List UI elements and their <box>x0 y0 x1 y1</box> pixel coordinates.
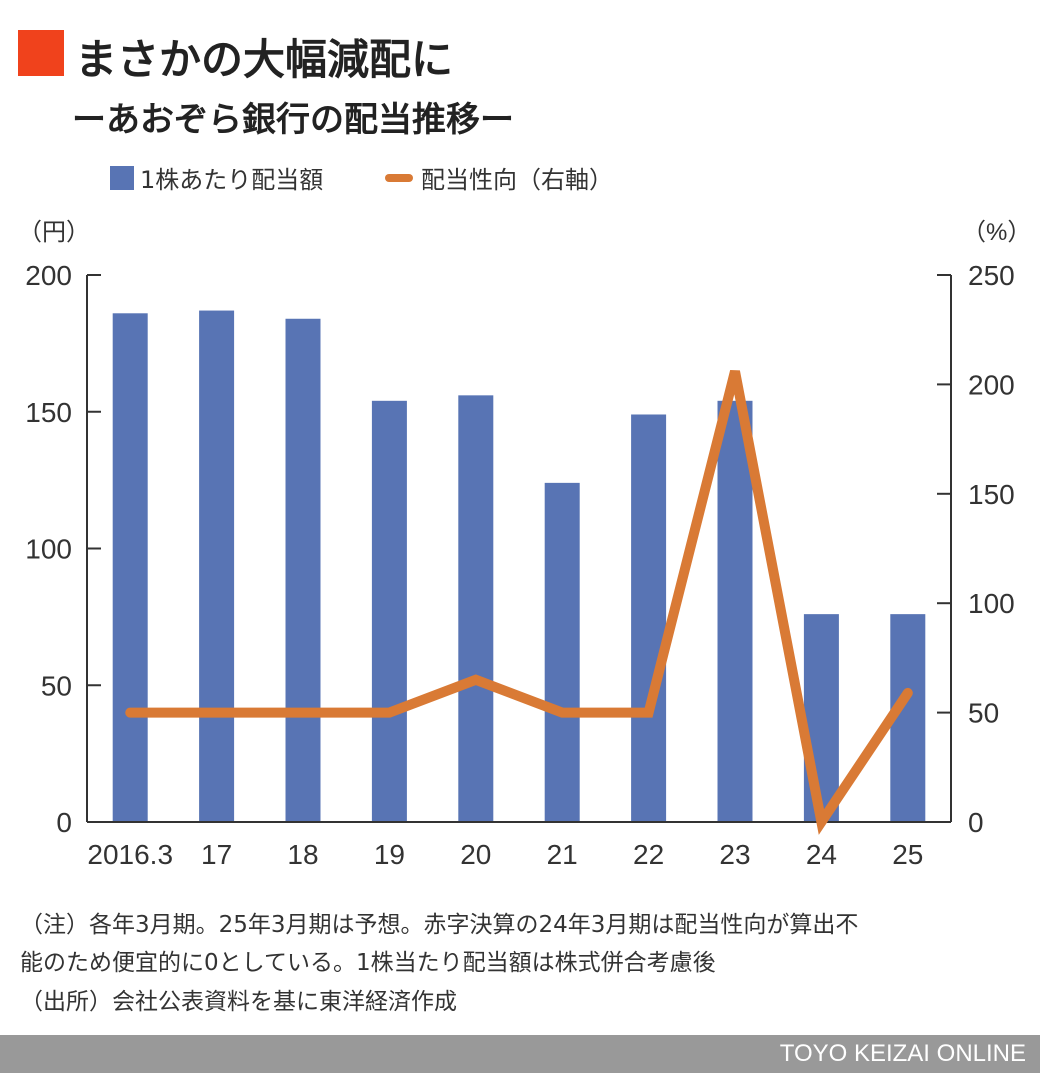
title-marker <box>18 30 64 76</box>
bar-18 <box>285 318 321 822</box>
right-tick-label: 150 <box>968 479 1015 510</box>
bar-21 <box>544 482 580 822</box>
x-tick-label: 23 <box>719 839 750 870</box>
x-tick-label: 20 <box>460 839 491 870</box>
chart-plot: 0 50 100 150 200 0 50 100 150 200 250 （円） （%） 2016.3 1… <box>18 219 1031 870</box>
footer-bar: TOYO KEIZAI ONLINE <box>0 1035 1040 1073</box>
left-tick-label: 50 <box>41 670 72 701</box>
chart-subtitle: ーあおぞら銀行の配当推移ー <box>72 100 514 140</box>
right-axis-unit: （%） <box>962 219 1031 246</box>
x-tick-label: 25 <box>892 839 923 870</box>
chart-title: まさかの大幅減配に <box>75 35 454 84</box>
bar-22 <box>631 414 667 822</box>
x-tick-label: 22 <box>633 839 664 870</box>
x-tick-label: 21 <box>547 839 578 870</box>
note-line-1: （注）各年3月期。25年3月期は予想。赤字決算の24年3月期は配当性向が算出不 <box>20 912 859 938</box>
bar-19 <box>371 400 407 822</box>
note-line-2: 能のため便宜的に0としている。1株当たり配当額は株式併合考慮後 <box>20 950 716 976</box>
payout-ratio-line <box>125 370 913 835</box>
x-tick-label: 2016.3 <box>87 839 173 870</box>
bar-20 <box>458 395 494 822</box>
x-tick-label: 24 <box>806 839 837 870</box>
right-tick-label: 0 <box>968 807 984 838</box>
right-tick-label: 100 <box>968 588 1015 619</box>
bar-2016.3 <box>112 313 148 822</box>
source-note: （出所）会社公表資料を基に東洋経済作成 <box>20 989 457 1015</box>
legend-bar: 1株あたり配当額 <box>110 160 323 195</box>
footer-brand: TOYO KEIZAI ONLINE <box>779 1040 1026 1067</box>
left-axis-unit: （円） <box>18 219 90 246</box>
bar-23 <box>717 400 753 822</box>
legend-bar-swatch <box>110 165 134 190</box>
legend-bar-label: 1株あたり配当額 <box>140 166 324 194</box>
x-tick-label: 17 <box>201 839 232 870</box>
bar-24 <box>803 614 839 822</box>
left-tick-label: 0 <box>56 807 72 838</box>
right-tick-label: 50 <box>968 698 999 729</box>
right-tick-label: 250 <box>968 260 1015 291</box>
x-tick-label: 19 <box>374 839 405 870</box>
left-tick-label: 100 <box>25 534 72 565</box>
legend-line-swatch <box>385 173 413 182</box>
right-tick-label: 200 <box>968 369 1015 400</box>
left-tick-label: 150 <box>25 397 72 428</box>
bar-17 <box>199 310 235 822</box>
legend-line-label: 配当性向（右軸） <box>421 166 613 194</box>
legend-line: 配当性向（右軸） <box>385 160 613 195</box>
left-tick-label: 200 <box>25 260 72 291</box>
x-tick-label: 18 <box>287 839 318 870</box>
